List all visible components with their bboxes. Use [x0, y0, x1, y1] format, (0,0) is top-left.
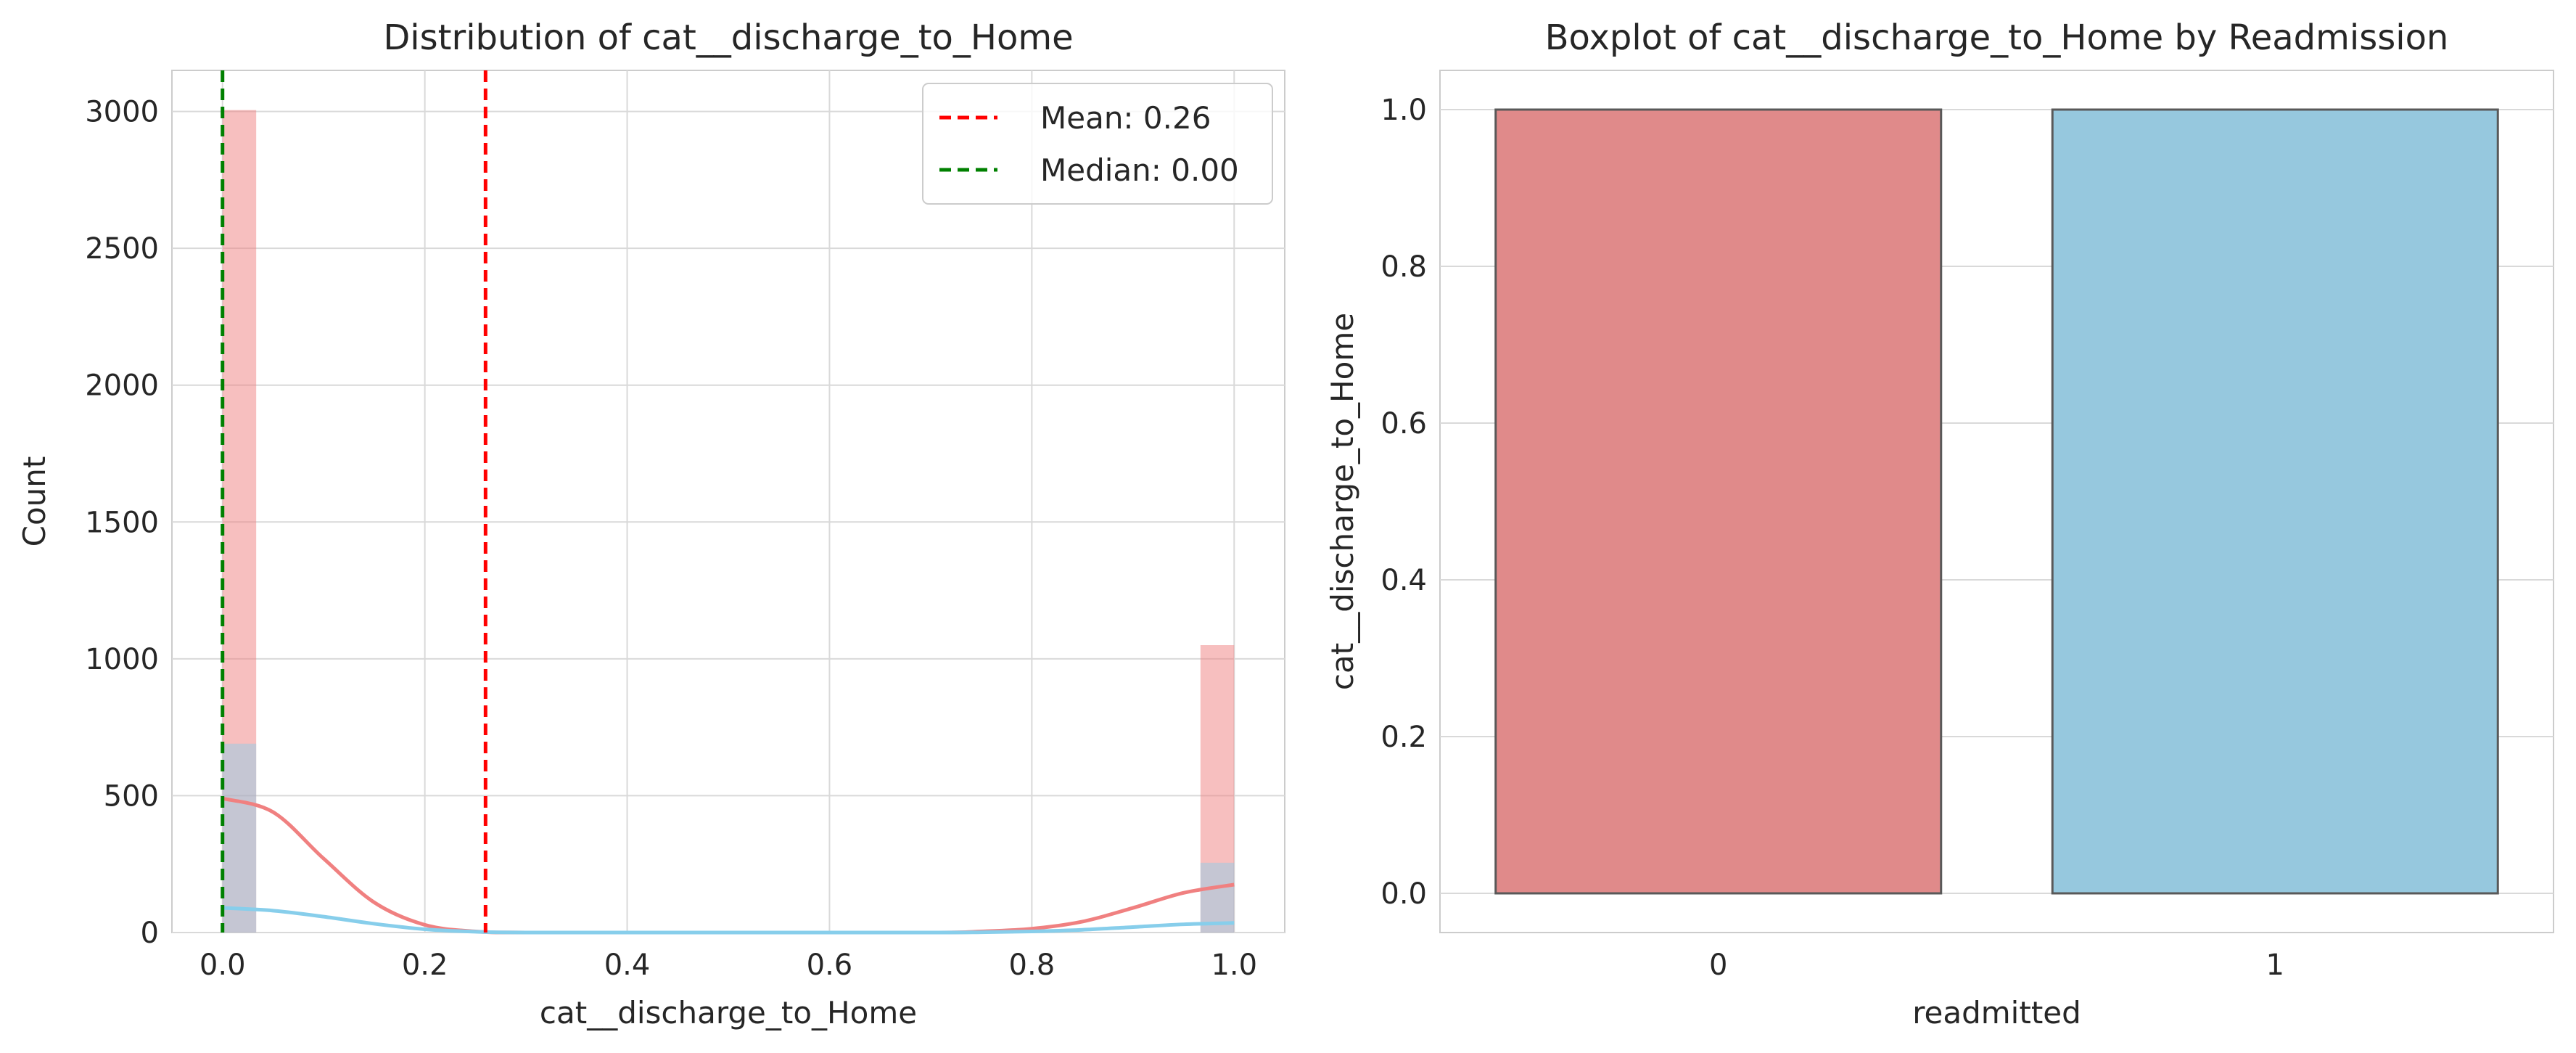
y-tick-label: 0.4	[1380, 564, 1427, 597]
boxplot-title: Boxplot of cat__discharge_to_Home by Rea…	[1545, 17, 2449, 58]
y-tick-label: 0.8	[1380, 250, 1427, 284]
y-tick-label: 1000	[85, 643, 159, 676]
x-tick-label: 0.4	[604, 948, 651, 982]
histogram-bar	[222, 743, 257, 933]
histogram-y-tick-labels: 0 500 1000 1500 2000 2500 3000	[85, 96, 159, 950]
boxplot-x-axis-label: readmitted	[1912, 995, 2081, 1031]
boxplot-y-tick-labels: 0.0 0.2 0.4 0.6 0.8 1.0	[1380, 94, 1427, 911]
y-tick-label: 0	[141, 917, 159, 950]
y-tick-label: 500	[104, 779, 159, 813]
histogram-x-axis-label: cat__discharge_to_Home	[540, 995, 917, 1031]
kde-curve	[222, 906, 1235, 935]
legend-median-label: Median: 0.00	[1040, 152, 1239, 188]
y-tick-label: 0.0	[1380, 877, 1427, 911]
histogram-x-tick-labels: 0.0 0.2 0.4 0.6 0.8 1.0	[199, 948, 1257, 982]
legend-mean-label: Mean: 0.26	[1040, 100, 1211, 136]
x-tick-label: 0.6	[807, 948, 853, 982]
x-tick-label: 0	[1709, 948, 1727, 982]
y-tick-label: 2500	[85, 232, 159, 266]
histogram-reference-lines	[221, 70, 487, 933]
y-tick-label: 1.0	[1380, 94, 1427, 127]
legend-box	[922, 83, 1273, 205]
y-tick-label: 0.2	[1380, 721, 1427, 754]
histogram-bar	[1200, 862, 1235, 933]
box-1	[2051, 108, 2499, 895]
y-tick-label: 2000	[85, 369, 159, 403]
x-tick-label: 0.8	[1009, 948, 1055, 982]
box-0	[1494, 108, 1943, 895]
histogram-legend: Mean: 0.26 Median: 0.00	[922, 83, 1273, 205]
histogram-bar	[222, 110, 257, 933]
histogram-kde-curves	[222, 796, 1235, 935]
histogram-title: Distribution of cat__discharge_to_Home	[383, 17, 1073, 58]
histogram-y-axis-label: Count	[17, 456, 52, 547]
histogram-panel: 0.0 0.2 0.4 0.6 0.8 1.0 0 500 1000 1500 2000 2500 3…	[17, 17, 1285, 1031]
y-tick-label: 3000	[85, 96, 159, 129]
histogram-plot-area	[171, 70, 1285, 933]
x-tick-label: 0.2	[402, 948, 448, 982]
y-tick-label: 0.6	[1380, 407, 1427, 441]
x-tick-label: 0.0	[199, 948, 246, 982]
boxplot-y-axis-label: cat__discharge_to_Home	[1325, 313, 1360, 690]
y-tick-label: 1500	[85, 506, 159, 539]
x-tick-label: 1.0	[1211, 948, 1257, 982]
boxplot-boxes	[1494, 108, 2499, 895]
x-tick-label: 1	[2266, 948, 2284, 982]
